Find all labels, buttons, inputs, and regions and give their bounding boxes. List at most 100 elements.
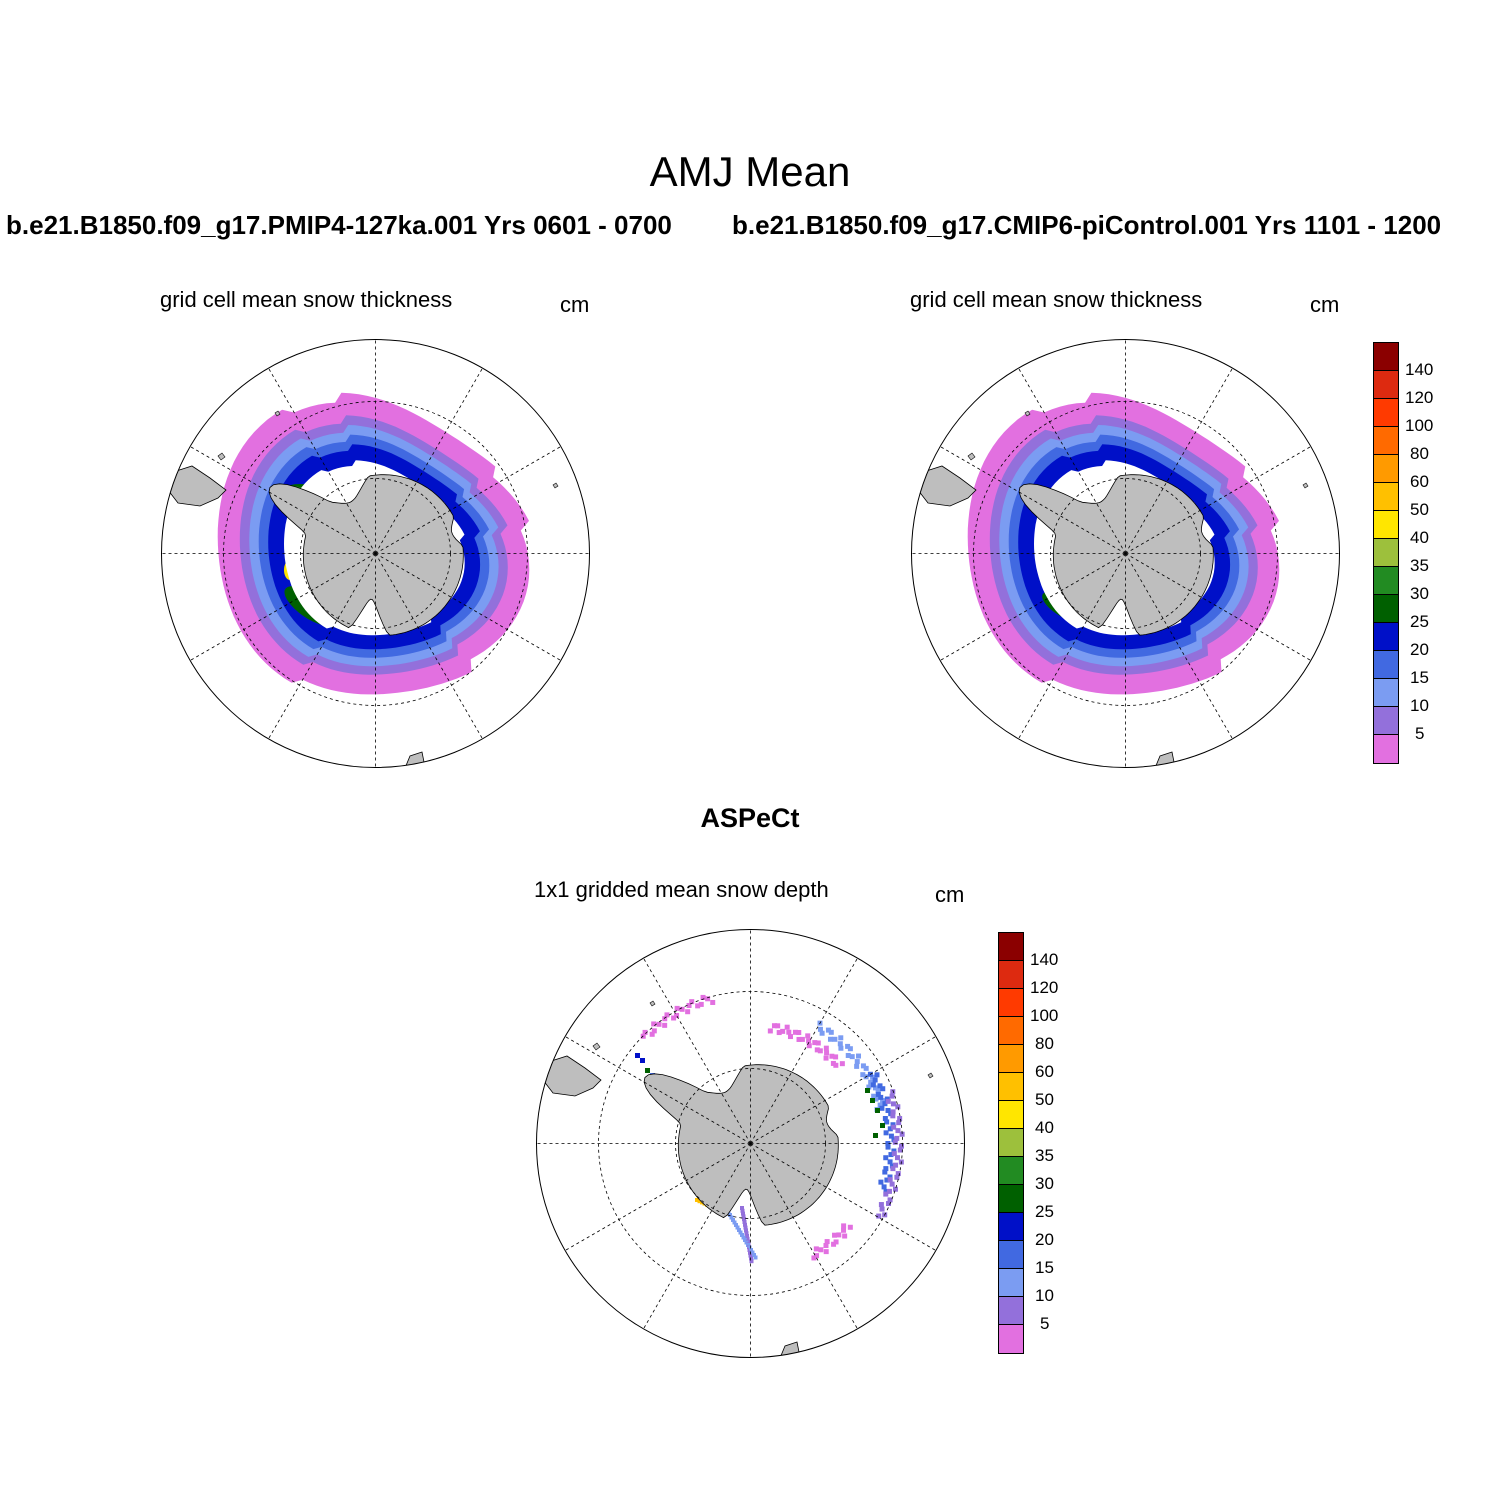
colorbar-top bbox=[1373, 342, 1399, 764]
colorbar-swatch bbox=[999, 1297, 1023, 1325]
obs-point bbox=[671, 1015, 677, 1021]
obs-point bbox=[888, 1152, 894, 1158]
obs-point bbox=[776, 1030, 782, 1036]
obs-point bbox=[885, 1141, 891, 1146]
panel-units-right: cm bbox=[1310, 292, 1340, 317]
colorbar-swatch bbox=[999, 1129, 1023, 1157]
island bbox=[967, 452, 976, 461]
colorbar-tick-label: 140 bbox=[1405, 360, 1434, 379]
colorbar-swatch bbox=[999, 1017, 1023, 1045]
obs-point bbox=[656, 1021, 662, 1027]
colorbar-swatch bbox=[999, 1213, 1023, 1241]
obs-point bbox=[882, 1101, 888, 1107]
obs-point bbox=[879, 1105, 885, 1111]
colorbar-tick-label: 20 bbox=[1035, 1230, 1054, 1249]
obs-point bbox=[742, 1217, 746, 1222]
map-boundary bbox=[911, 339, 1340, 768]
obs-point bbox=[662, 1022, 668, 1028]
obs-point bbox=[823, 1055, 829, 1061]
obs-point bbox=[863, 1065, 869, 1071]
obs-point bbox=[873, 1096, 879, 1102]
obs-point bbox=[870, 1082, 876, 1088]
obs-point bbox=[745, 1234, 749, 1238]
obs-point bbox=[827, 1036, 833, 1042]
obs-point bbox=[741, 1214, 746, 1219]
colorbar-swatch bbox=[1374, 735, 1398, 763]
colorbar-tick-label: 140 bbox=[1030, 950, 1059, 969]
obs-point bbox=[870, 1098, 875, 1103]
obs-point bbox=[748, 1250, 752, 1255]
obs-point bbox=[841, 1227, 847, 1233]
map-content bbox=[161, 339, 590, 768]
colorbar-tick-label: 120 bbox=[1030, 978, 1059, 997]
colorbar-tick-label: 80 bbox=[1410, 444, 1429, 463]
obs-point bbox=[728, 1213, 732, 1217]
obs-point bbox=[744, 1228, 748, 1233]
obs-point bbox=[886, 1188, 892, 1194]
colorbar-swatch bbox=[1374, 539, 1398, 567]
obs-point bbox=[876, 1213, 882, 1219]
obs-point bbox=[872, 1085, 878, 1091]
obs-point bbox=[839, 1061, 845, 1067]
obs-point bbox=[748, 1253, 753, 1258]
colorbar-tick-label: 100 bbox=[1405, 416, 1434, 435]
obs-point bbox=[845, 1052, 851, 1058]
obs-point bbox=[674, 1012, 680, 1018]
obs-point bbox=[685, 1009, 691, 1015]
obs-point bbox=[697, 1199, 702, 1204]
obs-point bbox=[899, 1131, 905, 1137]
obs-point bbox=[815, 1040, 821, 1046]
colorbar-swatch bbox=[999, 933, 1023, 961]
colorbar-swatch bbox=[1374, 651, 1398, 679]
obs-point bbox=[883, 1155, 889, 1161]
obs-point bbox=[824, 1050, 830, 1056]
colorbar-tick-label: 40 bbox=[1035, 1118, 1054, 1137]
obs-point bbox=[891, 1151, 897, 1157]
obs-point bbox=[805, 1033, 811, 1039]
island bbox=[274, 410, 281, 417]
colorbar-swatch bbox=[1374, 455, 1398, 483]
obs-point bbox=[875, 1088, 881, 1094]
obs-point bbox=[746, 1243, 750, 1247]
obs-point bbox=[887, 1174, 893, 1180]
obs-point bbox=[890, 1166, 896, 1172]
obs-point bbox=[831, 1241, 837, 1247]
new-zealand-tip bbox=[1154, 751, 1175, 768]
obs-point bbox=[880, 1098, 886, 1104]
obs-point bbox=[674, 1005, 680, 1011]
colorbar-swatch bbox=[1374, 399, 1398, 427]
colorbar-tick-label: 25 bbox=[1410, 612, 1429, 631]
obs-point bbox=[885, 1144, 891, 1150]
colorbar-swatch bbox=[1374, 623, 1398, 651]
graticule bbox=[911, 339, 1340, 768]
obs-point bbox=[836, 1232, 842, 1238]
map-boundary bbox=[161, 339, 590, 768]
colorbar-tick-label: 15 bbox=[1410, 668, 1429, 687]
figure-title: AMJ Mean bbox=[649, 148, 851, 195]
obs-point bbox=[825, 1027, 831, 1033]
obs-point bbox=[749, 1248, 753, 1252]
colorbar-swatch bbox=[1374, 483, 1398, 511]
obs-point bbox=[814, 1253, 820, 1259]
obs-point bbox=[740, 1208, 745, 1213]
obs-point bbox=[877, 1102, 883, 1108]
obs-point bbox=[729, 1215, 734, 1220]
obs-point bbox=[889, 1181, 895, 1187]
south-america-tip bbox=[167, 465, 227, 507]
obs-point bbox=[745, 1236, 750, 1241]
colorbar-swatch bbox=[1374, 371, 1398, 399]
obs-point bbox=[847, 1046, 853, 1052]
obs-point bbox=[741, 1211, 745, 1216]
obs-point bbox=[866, 1084, 872, 1090]
case-title-left: b.e21.B1850.f09_g17.PMIP4-127ka.001 Yrs … bbox=[6, 210, 672, 240]
colorbar-tick-label: 120 bbox=[1405, 388, 1434, 407]
obs-point bbox=[705, 996, 711, 1002]
obs-point bbox=[747, 1245, 752, 1250]
island bbox=[552, 482, 559, 489]
obs-point bbox=[889, 1163, 895, 1169]
obs-point bbox=[811, 1255, 817, 1261]
obs-point bbox=[895, 1128, 901, 1134]
obs-point bbox=[868, 1079, 874, 1085]
obs-point bbox=[806, 1038, 812, 1044]
obs-point bbox=[833, 1062, 839, 1068]
